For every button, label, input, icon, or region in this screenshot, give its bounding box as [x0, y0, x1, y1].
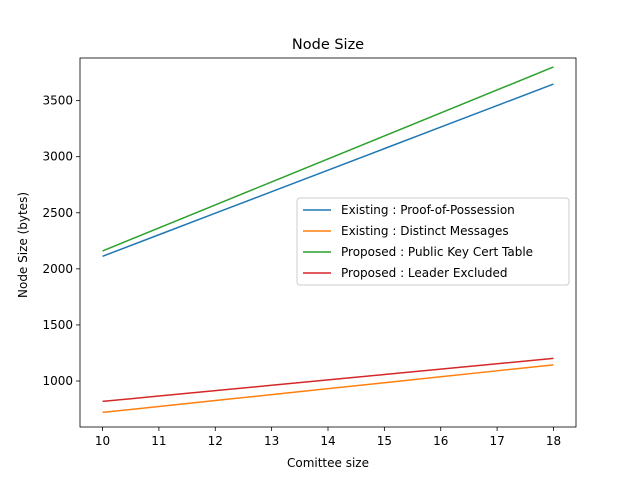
x-tick-label: 15: [377, 434, 392, 448]
y-tick-label: 2000: [42, 262, 73, 276]
legend-label: Existing : Proof-of-Possession: [341, 203, 515, 217]
series-line-1: [102, 364, 554, 414]
x-tick-label: 10: [95, 434, 110, 448]
y-tick-label: 1000: [42, 374, 73, 388]
series-line-0: [102, 83, 554, 258]
x-tick-label: 18: [546, 434, 561, 448]
y-tick-label: 3000: [42, 150, 73, 164]
x-tick-label: 14: [320, 434, 335, 448]
x-tick-label: 12: [208, 434, 223, 448]
legend-frame: [296, 197, 570, 286]
x-tick-label: 11: [151, 434, 166, 448]
series-line-3: [102, 357, 554, 403]
legend-label: Proposed : Leader Excluded: [341, 266, 508, 280]
plot-area: 10 11 12 13 14 15 16 17 18 1000 1500 2000 2500 3000 35…: [42, 57, 577, 448]
x-tick-label: 17: [489, 434, 504, 448]
y-axis-label: Node Size (bytes): [16, 192, 30, 298]
x-tick-label: 13: [264, 434, 279, 448]
y-tick-label: 3500: [42, 94, 73, 108]
legend: Existing : Proof-of-Possession Existing :…: [296, 197, 570, 286]
y-tick-label: 2500: [42, 206, 73, 220]
y-tick-label: 1500: [42, 318, 73, 332]
legend-label: Existing : Distinct Messages: [341, 224, 509, 238]
chart-title: Node Size: [292, 37, 364, 53]
series-line-2: [102, 66, 554, 252]
legend-label: Proposed : Public Key Cert Table: [341, 245, 533, 259]
x-tick-label: 16: [433, 434, 448, 448]
x-axis-label: Comittee size: [287, 456, 369, 470]
